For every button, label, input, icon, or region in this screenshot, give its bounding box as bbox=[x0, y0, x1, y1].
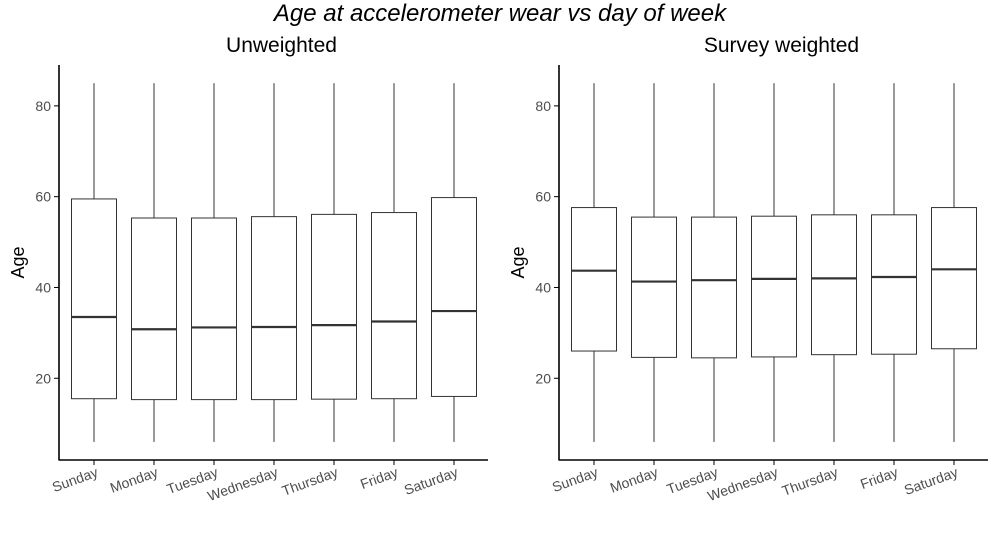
y-tick-label: 20 bbox=[35, 370, 51, 386]
box-friday bbox=[871, 214, 917, 355]
y-tick-label: 40 bbox=[35, 279, 51, 295]
y-axis-title: Age bbox=[508, 246, 528, 278]
panel-title: Survey weighted bbox=[704, 34, 859, 57]
y-tick-label: 40 bbox=[535, 279, 551, 295]
y-axis-title: Age bbox=[8, 246, 28, 278]
box-thursday bbox=[811, 214, 857, 356]
box-thursday bbox=[311, 213, 357, 400]
x-tick-label: Friday bbox=[358, 464, 400, 492]
box-tuesday bbox=[691, 216, 737, 359]
x-tick-label: Monday bbox=[108, 464, 160, 496]
box-saturday bbox=[431, 197, 477, 397]
x-tick-label: Saturday bbox=[402, 464, 460, 498]
box-wednesday bbox=[751, 215, 797, 358]
box-saturday bbox=[931, 207, 977, 350]
x-tick-label: Thursday bbox=[780, 464, 840, 499]
box-tuesday bbox=[191, 217, 237, 401]
chart-main-title: Age at accelerometer wear vs day of week bbox=[273, 0, 727, 27]
box-wednesday bbox=[251, 216, 297, 401]
y-tick-label: 80 bbox=[535, 98, 551, 114]
x-tick-label: Saturday bbox=[902, 464, 960, 498]
box-monday bbox=[131, 217, 177, 401]
box-monday bbox=[631, 216, 677, 358]
box-friday bbox=[371, 212, 417, 400]
x-tick-label: Monday bbox=[608, 464, 660, 496]
x-tick-label: Thursday bbox=[280, 464, 340, 499]
x-tick-label: Sunday bbox=[50, 464, 100, 495]
panel-title: Unweighted bbox=[226, 34, 337, 57]
x-tick-label: Sunday bbox=[550, 464, 600, 495]
box-sunday bbox=[571, 207, 617, 352]
y-tick-label: 20 bbox=[535, 370, 551, 386]
y-tick-label: 80 bbox=[35, 98, 51, 114]
box-sunday bbox=[71, 198, 117, 400]
y-tick-label: 60 bbox=[35, 189, 51, 205]
y-tick-label: 60 bbox=[535, 189, 551, 205]
x-tick-label: Friday bbox=[858, 464, 900, 492]
